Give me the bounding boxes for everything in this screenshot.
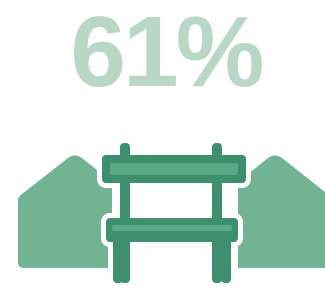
page: 61% (() => { const data = JSON — [0, 0, 325, 286]
bench-icon — [18, 143, 325, 283]
stat-text: 61% — [70, 0, 262, 108]
infographic: 61% — [0, 0, 325, 286]
house-right — [238, 156, 325, 269]
